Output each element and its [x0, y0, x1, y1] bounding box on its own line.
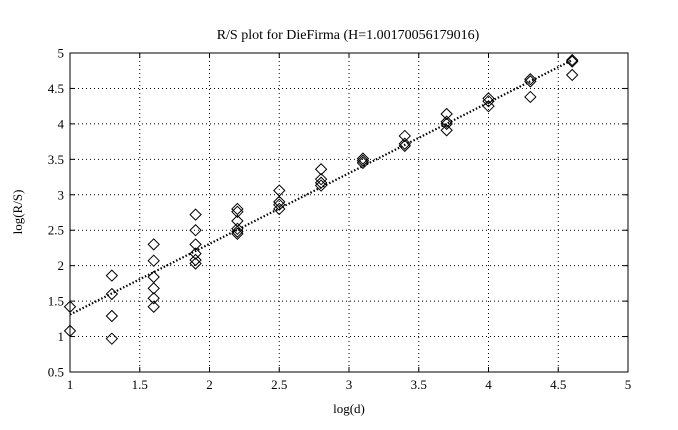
data-point	[147, 282, 160, 295]
y-tick-label: 4.5	[48, 81, 64, 96]
data-point	[524, 90, 537, 104]
fit-line	[69, 59, 573, 316]
data-point	[231, 222, 244, 236]
data-point	[440, 124, 453, 137]
data-point	[273, 198, 286, 211]
data-point	[189, 224, 202, 237]
data-point	[524, 73, 537, 86]
data-point	[398, 129, 412, 143]
data-point	[398, 137, 412, 150]
data-point	[147, 238, 160, 251]
data-point	[189, 208, 202, 221]
y-tick-label: 1.5	[48, 294, 64, 309]
data-point	[231, 202, 244, 216]
data-point	[189, 253, 202, 267]
data-point	[440, 107, 453, 121]
x-tick-label: 3.5	[411, 377, 427, 392]
axis-ticks: 1 1.5 2 2.5 3 3.5 4 4.5 50.511.522.533.544.55	[48, 46, 632, 393]
data-point	[105, 332, 119, 345]
data-point	[565, 68, 579, 82]
data-point	[63, 300, 77, 313]
x-axis-label: log(d)	[333, 401, 365, 416]
data-point	[105, 269, 119, 282]
data-point	[482, 94, 495, 108]
x-tick-label: 1	[67, 377, 74, 392]
y-tick-label: 4	[58, 116, 65, 131]
grid	[70, 53, 628, 372]
data-point	[147, 292, 160, 305]
data-point	[147, 254, 160, 267]
data-point	[565, 53, 579, 67]
x-tick-label: 3	[346, 377, 353, 392]
data-points	[63, 53, 579, 345]
data-point	[231, 225, 244, 238]
data-point	[356, 152, 370, 165]
x-tick-label: 5	[625, 377, 632, 392]
x-tick-label: 4	[485, 377, 492, 392]
data-point	[231, 205, 244, 218]
plot-frame	[69, 52, 629, 373]
data-point	[565, 55, 579, 68]
data-point	[356, 154, 370, 167]
y-tick-label: 2	[58, 258, 65, 273]
data-point	[105, 309, 119, 323]
data-point	[482, 92, 495, 105]
data-point	[314, 172, 328, 186]
y-axis-label: log(R/S)	[10, 190, 25, 235]
data-point	[189, 257, 202, 270]
data-point	[524, 75, 537, 88]
y-tick-label: 5	[58, 46, 65, 61]
y-tick-label: 3.5	[48, 152, 64, 167]
data-point	[105, 287, 119, 301]
data-point	[482, 99, 495, 113]
y-tick-label: 2.5	[48, 223, 64, 238]
data-point	[440, 115, 453, 128]
x-tick-label: 4.5	[550, 377, 566, 392]
data-point	[314, 179, 328, 192]
data-point	[147, 270, 160, 284]
data-point	[147, 300, 160, 313]
y-tick-label: 3	[58, 187, 65, 202]
y-tick-label: 0.5	[48, 365, 64, 380]
chart-title: R/S plot for DieFirma (H=1.0017005617901…	[217, 28, 480, 43]
data-point	[63, 324, 77, 338]
data-point	[314, 163, 328, 176]
data-point	[440, 117, 453, 131]
x-tick-label: 1.5	[132, 377, 148, 392]
y-tick-label: 1	[58, 329, 65, 344]
data-point	[356, 156, 370, 170]
data-point	[273, 184, 286, 197]
x-tick-label: 2	[206, 377, 213, 392]
regression-line	[69, 59, 573, 316]
x-tick-label: 2.5	[271, 377, 287, 392]
